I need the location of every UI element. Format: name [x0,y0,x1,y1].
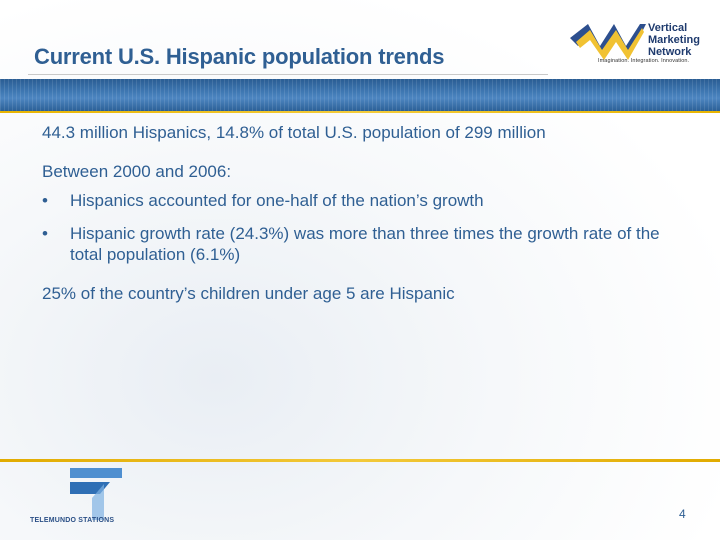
stat-line-population: 44.3 million Hispanics, 14.8% of total U… [42,123,546,142]
header-band-edge [0,111,720,113]
telemundo-stations-label: TELEMUNDO STATIONS [30,517,115,524]
logo-tagline: Imagination. Integration. Innovation. [598,58,690,64]
logo-line-1: Vertical [648,22,688,34]
title-underline [28,74,548,75]
bullet-text: Hispanic growth rate (24.3%) was more th… [70,224,660,264]
footer-rule [0,459,720,462]
logo-line-2: Marketing [648,34,700,46]
page-number: 4 [679,507,686,521]
logo-line-3: Network [648,46,692,58]
bullet-text: Hispanics accounted for one-half of the … [70,191,484,210]
telemundo-logo-icon [70,468,122,520]
period-heading: Between 2000 and 2006: [42,162,232,181]
bullet-marker: • [42,191,48,210]
bullet-marker: • [42,224,48,243]
stat-line-children: 25% of the country’s children under age … [42,284,455,303]
slide-title: Current U.S. Hispanic population trends [34,44,445,69]
vertical-marketing-network-logo-icon [570,24,646,60]
logo-wordmark: Vertical Marketing Network [648,22,700,58]
header-band [0,79,720,111]
